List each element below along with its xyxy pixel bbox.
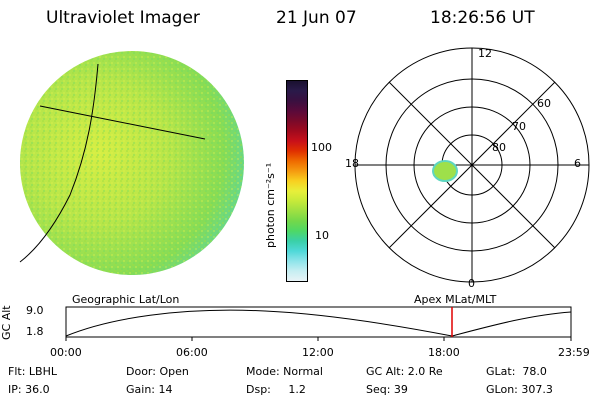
timeline-x-tick-0600: 06:00 [176, 346, 208, 359]
polar-label-0: 0 [468, 277, 475, 290]
timeline-x-tick-1200: 12:00 [302, 346, 334, 359]
colorbar [286, 80, 308, 282]
info-ip: IP: 36.0 [8, 383, 50, 396]
image-disk-texture [20, 51, 244, 275]
geo-longitude-line [19, 63, 99, 263]
timeline-y-tick-high: 9.0 [26, 304, 44, 317]
observation-time: 18:26:56 UT [430, 8, 535, 28]
instrument-title: Ultraviolet Imager [46, 8, 200, 28]
info-gc-alt: GC Alt: 2.0 Re [366, 365, 443, 378]
info-gain: Gain: 14 [126, 383, 173, 396]
geo-latitude-line [39, 105, 206, 140]
timeline-y-tick-low: 1.8 [26, 325, 44, 338]
info-filter: Flt: LBHL [8, 365, 57, 378]
polar-diagonal-2 [388, 81, 556, 249]
polar-label-12: 12 [478, 47, 492, 60]
colorbar-gradient [287, 81, 307, 281]
polar-label-18: 18 [345, 157, 359, 170]
info-seq: Seq: 39 [366, 383, 408, 396]
polar-ring-label-70: 70 [512, 120, 526, 133]
info-glat: GLat: 78.0 [486, 365, 547, 378]
polar-ring-label-80: 80 [492, 141, 506, 154]
info-dsp: Dsp: 1.2 [246, 383, 306, 396]
info-mode: Mode: Normal [246, 365, 323, 378]
altitude-curve [65, 309, 572, 337]
timeline-x-tick-0000: 00:00 [50, 346, 82, 359]
colorbar-tick-10: 10 [315, 229, 329, 242]
info-glon: GLon: 307.3 [486, 383, 553, 396]
timeline-x-tick-2359: 23:59 [558, 346, 590, 359]
timeline-left-label: Geographic Lat/Lon [72, 293, 180, 306]
info-door: Door: Open [126, 365, 189, 378]
polar-label-6: 6 [574, 157, 581, 170]
polar-ring-label-60: 60 [537, 97, 551, 110]
auroral-spot [432, 160, 458, 182]
timeline-x-tick-1800: 18:00 [428, 346, 460, 359]
timeline-right-label: Apex MLat/MLT [414, 293, 497, 306]
timeline-frame [65, 306, 572, 338]
observation-date: 21 Jun 07 [276, 8, 357, 28]
colorbar-tick-100: 100 [311, 141, 332, 154]
